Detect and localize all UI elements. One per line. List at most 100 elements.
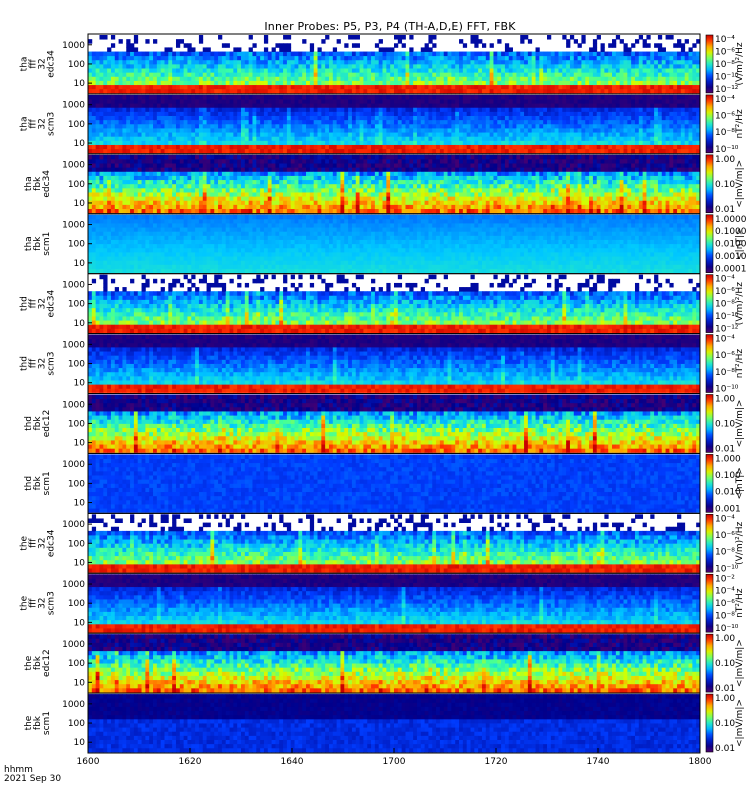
heat-cell bbox=[367, 123, 372, 129]
heat-cell bbox=[221, 163, 227, 168]
heat-cell bbox=[344, 99, 349, 104]
heat-cell bbox=[355, 144, 360, 150]
heat-cell bbox=[302, 175, 307, 181]
heat-cell bbox=[175, 192, 181, 197]
heat-cell bbox=[504, 148, 510, 154]
heat-cell bbox=[409, 84, 414, 90]
heat-cell bbox=[195, 179, 200, 185]
heat-cell bbox=[210, 154, 215, 160]
heat-cell bbox=[355, 128, 360, 133]
heat-cell bbox=[267, 94, 272, 100]
heat-cell bbox=[638, 119, 644, 125]
heat-cell bbox=[508, 140, 513, 145]
heat-cell bbox=[237, 208, 242, 214]
heat-cell bbox=[179, 132, 185, 137]
heat-cell bbox=[405, 80, 410, 86]
heat-cell bbox=[175, 72, 181, 77]
spectrogram-cells bbox=[88, 94, 701, 154]
heat-cell bbox=[684, 84, 689, 90]
heat-cell bbox=[573, 148, 579, 154]
heat-cell bbox=[569, 107, 575, 112]
heat-cell bbox=[248, 76, 253, 81]
heat-cell bbox=[252, 154, 257, 160]
heat-cell bbox=[313, 99, 318, 104]
heat-cell bbox=[677, 119, 682, 125]
heat-cell bbox=[397, 111, 403, 116]
heat-cell bbox=[229, 171, 234, 176]
heat-cell bbox=[600, 99, 605, 104]
heat-cell bbox=[210, 59, 215, 65]
heat-cell bbox=[214, 119, 219, 125]
heat-cell bbox=[684, 59, 689, 65]
heat-cell bbox=[183, 136, 188, 141]
heat-cell bbox=[263, 171, 269, 176]
heat-cell bbox=[225, 171, 230, 176]
heat-cell bbox=[241, 68, 246, 73]
heat-cell bbox=[317, 63, 322, 69]
heat-cell bbox=[661, 59, 666, 65]
heat-cell bbox=[183, 88, 188, 94]
heat-cell bbox=[137, 107, 142, 112]
heat-cell bbox=[153, 68, 158, 73]
heat-cell bbox=[126, 196, 131, 201]
heat-cell bbox=[133, 154, 139, 160]
heat-cell bbox=[642, 39, 647, 44]
heat-cell bbox=[260, 208, 265, 214]
heat-cell bbox=[283, 99, 288, 104]
heat-cell bbox=[371, 132, 376, 137]
heat-cell bbox=[374, 99, 380, 104]
heat-cell bbox=[344, 128, 349, 133]
heat-cell bbox=[462, 63, 468, 69]
heat-cell bbox=[646, 43, 651, 48]
heat-cell bbox=[95, 59, 100, 65]
heat-cell bbox=[210, 76, 215, 81]
heat-cell bbox=[160, 68, 165, 73]
heat-cell bbox=[137, 175, 142, 181]
heat-cell bbox=[657, 94, 663, 100]
heat-cell bbox=[241, 171, 246, 176]
heat-cell bbox=[164, 99, 169, 104]
heat-cell bbox=[374, 72, 380, 77]
heat-cell bbox=[589, 115, 594, 121]
heat-cell bbox=[592, 59, 598, 65]
heat-cell bbox=[271, 196, 276, 201]
heat-cell bbox=[665, 55, 670, 61]
heat-cell bbox=[520, 51, 525, 57]
heat-cell bbox=[88, 154, 93, 160]
heat-cell bbox=[459, 84, 464, 90]
heat-cell bbox=[244, 84, 250, 90]
heat-cell bbox=[585, 107, 590, 112]
heat-cell bbox=[317, 103, 322, 108]
heat-cell bbox=[110, 179, 116, 185]
heat-cell bbox=[543, 148, 548, 154]
heat-cell bbox=[122, 123, 127, 129]
heat-cell bbox=[378, 115, 383, 121]
heat-cell bbox=[489, 68, 494, 73]
heat-cell bbox=[244, 183, 250, 189]
heat-cell bbox=[210, 72, 215, 77]
heat-cell bbox=[172, 200, 177, 205]
heat-cell bbox=[183, 183, 188, 189]
heat-cell bbox=[340, 55, 345, 61]
heat-cell bbox=[233, 111, 238, 116]
heat-cell bbox=[363, 68, 368, 73]
heat-cell bbox=[474, 72, 479, 77]
heat-cell bbox=[244, 208, 250, 214]
heat-cell bbox=[325, 163, 330, 168]
heat-cell bbox=[508, 63, 513, 69]
heat-cell bbox=[229, 123, 234, 129]
heat-cell bbox=[386, 88, 391, 94]
heat-cell bbox=[294, 115, 299, 121]
heat-cell bbox=[359, 144, 364, 150]
heat-cell bbox=[680, 99, 686, 104]
heat-cell bbox=[562, 148, 567, 154]
heat-cell bbox=[241, 204, 246, 210]
heat-cell bbox=[133, 200, 139, 205]
heat-cell bbox=[443, 59, 448, 65]
heat-cell bbox=[348, 76, 353, 81]
heat-cell bbox=[539, 103, 544, 108]
heat-cell bbox=[619, 88, 624, 94]
heat-cell bbox=[156, 68, 162, 73]
heat-cell bbox=[650, 103, 655, 108]
heat-cell bbox=[416, 111, 422, 116]
